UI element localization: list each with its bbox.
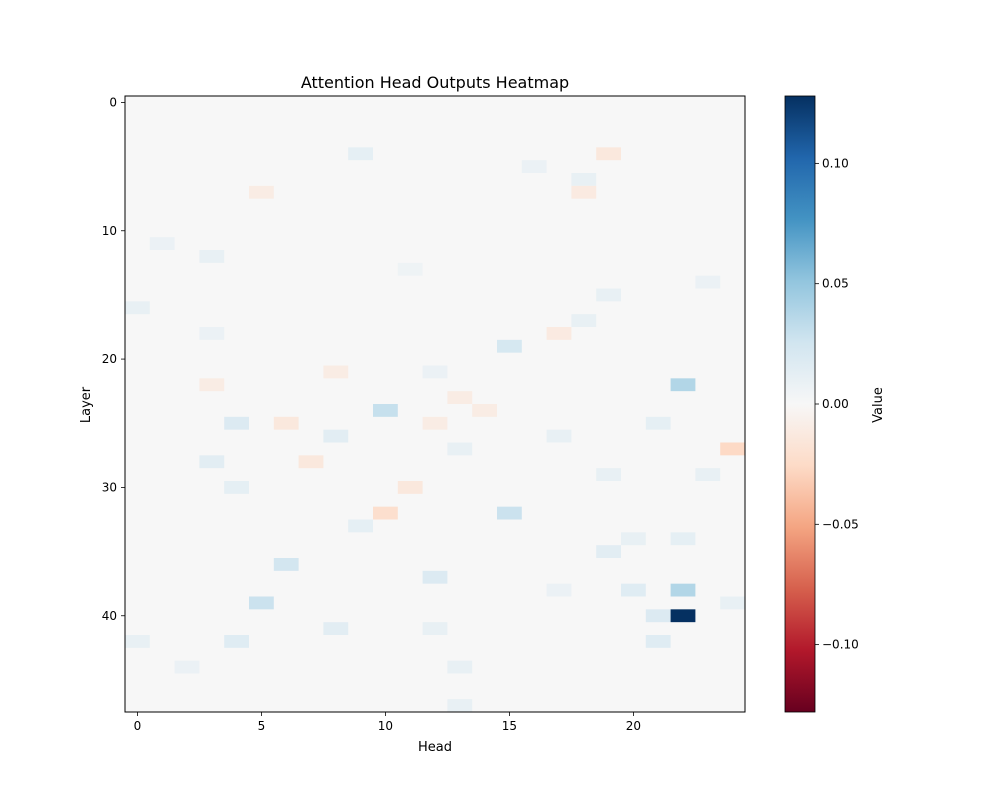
heatmap-cell [546, 583, 572, 597]
x-tick-label: 15 [502, 719, 517, 733]
heatmap-cell [323, 622, 349, 635]
heatmap-cell [670, 609, 696, 623]
heatmap-cell [422, 416, 448, 430]
heatmap-cell [497, 339, 522, 353]
heatmap-cell [249, 596, 274, 610]
heatmap-background [125, 96, 745, 712]
y-tick-label: 40 [102, 609, 117, 623]
x-tick-label: 20 [626, 719, 641, 733]
heatmap-cell [645, 609, 671, 623]
x-tick-label: 0 [134, 719, 142, 733]
heatmap-cell [422, 365, 448, 379]
heatmap-cell [348, 147, 373, 161]
heatmap-cell [571, 314, 597, 327]
heatmap-cell [621, 532, 646, 546]
heatmap-cell [596, 545, 621, 558]
heatmap-cell [397, 481, 423, 494]
heatmap-cell [596, 288, 621, 302]
heatmap-cell [521, 160, 547, 173]
heatmap-cell [670, 583, 696, 597]
heatmap-cell [298, 455, 324, 469]
y-tick-label: 0 [109, 95, 117, 109]
heatmap-cell [373, 404, 398, 417]
heatmap-cell [125, 301, 150, 315]
colorbar-label: Value [871, 387, 886, 423]
heatmap-cell [621, 583, 646, 597]
heatmap-cell [497, 506, 522, 520]
heatmap-cell [447, 660, 473, 674]
heatmap-cell [199, 378, 225, 392]
heatmap-cell [720, 596, 745, 610]
x-axis-label: Head [418, 740, 452, 755]
heatmap-plot-area [124, 95, 746, 713]
heatmap-cell [199, 455, 225, 469]
chart-title: Attention Head Outputs Heatmap [301, 73, 569, 92]
colorbar: 0.10 0.05 0.00 −0.05 −0.10 [784, 95, 859, 713]
heatmap-cell [596, 468, 621, 481]
heatmap-cell [224, 635, 249, 648]
y-tick-label: 30 [102, 480, 117, 494]
heatmap-cell [596, 147, 621, 161]
heatmap-cell [249, 185, 274, 199]
x-tick-label: 5 [258, 719, 266, 733]
heatmap-cell [397, 262, 423, 276]
heatmap-cell [546, 429, 572, 443]
heatmap-cell [323, 429, 349, 443]
heatmap-cell [422, 622, 448, 635]
heatmap-cell [670, 532, 696, 546]
y-axis-ticks: 0 10 20 30 40 [102, 95, 125, 623]
heatmap-cell [720, 442, 745, 456]
heatmap-cell [472, 404, 497, 417]
colorbar-tick-label: −0.10 [822, 638, 859, 652]
heatmap-cell [224, 416, 249, 430]
heatmap-cell [571, 185, 597, 199]
heatmap-cell [447, 699, 473, 712]
x-axis-ticks: 0 5 10 15 20 [134, 712, 641, 733]
heatmap-cell [273, 416, 299, 430]
heatmap-cell [546, 327, 572, 340]
heatmap-cell [199, 250, 225, 263]
colorbar-tick-label: 0.00 [822, 397, 849, 411]
colorbar-tick-label: 0.05 [822, 277, 849, 291]
heatmap-cell [695, 275, 721, 289]
heatmap-cell [422, 570, 448, 584]
colorbar-tick-label: 0.10 [822, 156, 849, 170]
x-tick-label: 10 [378, 719, 393, 733]
heatmap-cell [695, 468, 721, 481]
heatmap-cell [323, 365, 349, 379]
heatmap-cell [224, 481, 249, 494]
y-axis-label: Layer [79, 386, 94, 423]
plot-frame [124, 95, 746, 713]
heatmap-cell [125, 635, 150, 648]
heatmap-cell [199, 327, 225, 340]
heatmap-cell [447, 391, 473, 404]
heatmap-cell [373, 506, 398, 520]
heatmap-cell [645, 416, 671, 430]
colorbar-tick-label: −0.05 [822, 517, 859, 531]
heatmap-cell [348, 519, 373, 533]
heatmap-cell [670, 378, 696, 392]
heatmap-cell [645, 635, 671, 648]
colorbar-gradient [784, 95, 816, 713]
heatmap-cell [273, 558, 299, 571]
heatmap-cell [149, 237, 175, 250]
heatmap-cell [571, 173, 597, 186]
heatmap-cell [447, 442, 473, 456]
y-tick-label: 20 [102, 352, 117, 366]
heatmap-cell [174, 660, 200, 674]
y-tick-label: 10 [102, 224, 117, 238]
